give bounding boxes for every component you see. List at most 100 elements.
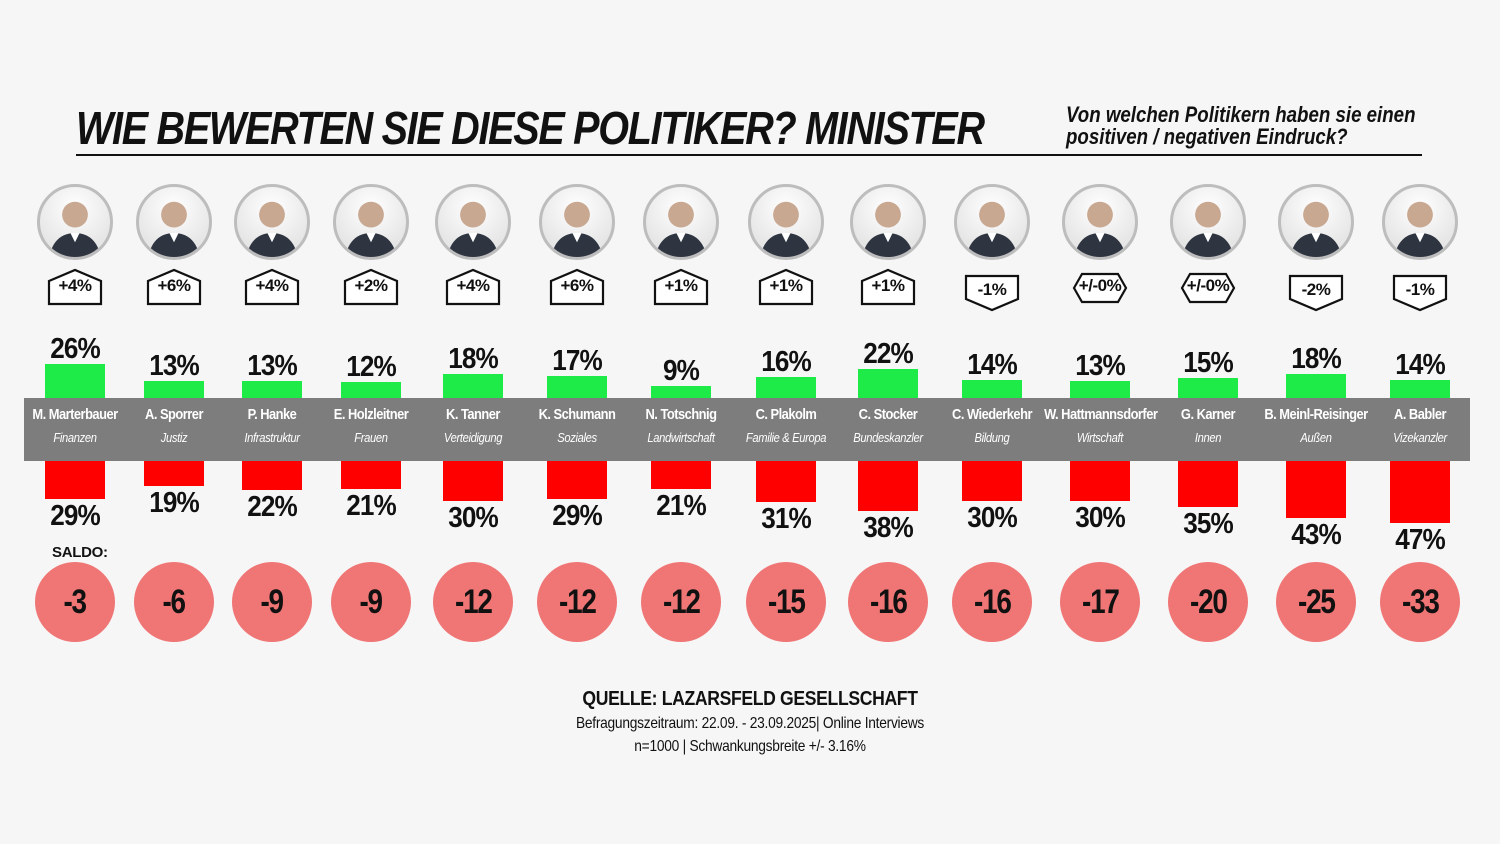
negative-bar (1070, 461, 1130, 501)
portrait-silhouette-icon (966, 201, 1018, 257)
negative-bar (1286, 461, 1346, 518)
positive-value-label: 12% (346, 351, 396, 384)
politician-name: N. Totschnig (645, 406, 717, 423)
negative-bar (1178, 461, 1238, 508)
saldo-value: -12 (662, 583, 701, 621)
ministry-label: Bundeskanzler (853, 430, 923, 445)
positive-bar (962, 379, 1022, 398)
positive-value-label: 22% (863, 337, 913, 370)
change-badge: -1% (964, 272, 1020, 312)
saldo-circle: -20 (1168, 562, 1248, 642)
change-badge: -1% (1392, 272, 1448, 312)
question-line-1: Von welchen Politikern haben sie einen (1066, 102, 1416, 127)
change-value: +1% (769, 276, 804, 295)
politician-name: W. Hattmannsdorfer (1044, 406, 1158, 423)
change-value: +4% (456, 276, 491, 295)
saldo-value: -17 (1081, 583, 1120, 621)
change-value: +/-0% (1186, 276, 1230, 295)
politician-name: P. Hanke (247, 406, 297, 423)
ministry-label: Infrastruktur (244, 430, 300, 445)
title-rule (76, 154, 1422, 156)
ministry-label: Soziales (557, 430, 597, 445)
positive-value-label: 13% (1075, 349, 1125, 382)
negative-value-label: 29% (50, 500, 100, 533)
politician-name: C. Wiederkehr (952, 406, 1032, 423)
change-value: -1% (977, 280, 1007, 299)
saldo-circle: -3 (35, 562, 115, 642)
change-value: +4% (58, 276, 93, 295)
ministry-label: Außen (1300, 430, 1332, 445)
change-value: +/-0% (1078, 276, 1122, 295)
change-badge: +4% (244, 268, 300, 308)
saldo-circle: -9 (331, 562, 411, 642)
saldo-value: -3 (63, 583, 88, 621)
saldo-value: -12 (558, 583, 597, 621)
positive-bar (547, 375, 607, 398)
change-badge-shape (964, 274, 1020, 312)
portrait-avatar (954, 184, 1030, 260)
portrait-silhouette-icon (49, 201, 101, 257)
negative-value-label: 30% (1075, 501, 1125, 534)
ministry-label: Wirtschaft (1076, 430, 1124, 445)
change-badge-shape (1392, 274, 1448, 312)
saldo-value: -12 (454, 583, 493, 621)
negative-bar (1390, 461, 1450, 524)
positive-bar (651, 386, 711, 398)
change-badge-shape (244, 268, 300, 306)
negative-value-label: 43% (1291, 518, 1341, 551)
politician-name: G. Karner (1180, 406, 1236, 423)
portrait-avatar (1170, 184, 1246, 260)
portrait-silhouette-icon (1182, 201, 1234, 257)
politician-name: M. Marterbauer (32, 406, 118, 423)
ministry-label: Justiz (160, 430, 188, 445)
change-value: +6% (560, 276, 595, 295)
change-badge-shape (1288, 274, 1344, 312)
portrait-avatar (1062, 184, 1138, 260)
saldo-circle: -15 (746, 562, 826, 642)
name-band (24, 398, 1470, 461)
negative-value-label: 22% (247, 491, 297, 524)
question-line-2: positiven / negativen Eindruck? (1066, 124, 1348, 149)
change-badge: +6% (146, 268, 202, 308)
negative-value-label: 19% (149, 487, 199, 520)
positive-bar (144, 380, 204, 398)
positive-value-label: 16% (761, 345, 811, 378)
positive-value-label: 18% (448, 343, 498, 376)
positive-value-label: 14% (1395, 348, 1445, 381)
negative-bar (242, 461, 302, 491)
change-badge-shape (343, 268, 399, 306)
ministry-label: Bildung (974, 430, 1010, 445)
ministry-label: Vizekanzler (1393, 430, 1447, 445)
change-badge: +2% (343, 268, 399, 308)
portrait-avatar (234, 184, 310, 260)
saldo-value: -20 (1189, 583, 1228, 621)
positive-bar (242, 380, 302, 398)
portrait-silhouette-icon (148, 201, 200, 257)
politician-name: K. Schumann (538, 406, 616, 423)
change-value: +1% (871, 276, 906, 295)
change-badge: +6% (549, 268, 605, 308)
change-badge-shape (860, 268, 916, 306)
politician-name: C. Stocker (858, 406, 918, 423)
saldo-circle: -17 (1060, 562, 1140, 642)
portrait-avatar (37, 184, 113, 260)
positive-bar (1178, 378, 1238, 398)
negative-value-label: 30% (967, 501, 1017, 534)
change-badge: +1% (758, 268, 814, 308)
negative-bar (651, 461, 711, 489)
saldo-circle: -6 (134, 562, 214, 642)
change-value: -2% (1301, 280, 1331, 299)
change-badge-shape (549, 268, 605, 306)
saldo-value: -33 (1401, 583, 1440, 621)
negative-value-label: 29% (552, 500, 602, 533)
ministry-label: Familie & Europa (745, 430, 827, 445)
portrait-silhouette-icon (1290, 201, 1342, 257)
change-badge-shape (1072, 272, 1128, 304)
positive-value-label: 26% (50, 332, 100, 365)
change-value: -1% (1405, 280, 1435, 299)
positive-value-label: 17% (552, 344, 602, 377)
portrait-avatar (333, 184, 409, 260)
change-badge: -2% (1288, 272, 1344, 312)
change-badge-shape (653, 268, 709, 306)
